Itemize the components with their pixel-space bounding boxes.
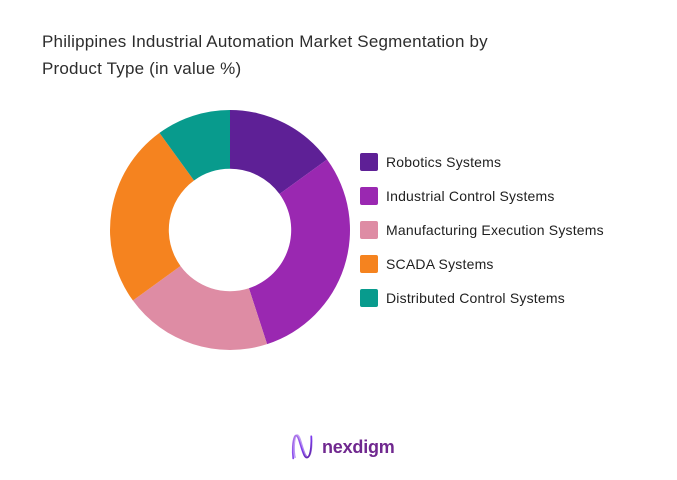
brand-wordmark: nexdigm: [322, 436, 395, 457]
donut-chart: [110, 110, 350, 351]
pie-segment-distributed-control-systems: [159, 110, 230, 181]
pie-segment-manufacturing-execution-systems: [132, 265, 268, 351]
legend: Robotics Systems Industrial Control Syste…: [360, 152, 604, 307]
legend-swatch: [360, 186, 378, 205]
legend-item: Distributed Control Systems: [360, 288, 604, 307]
legend-label: SCADA Systems: [386, 255, 494, 272]
chart-title: Philippines Industrial Automation Market…: [42, 28, 642, 82]
legend-item: Robotics Systems: [360, 152, 604, 171]
legend-label: Manufacturing Execution Systems: [386, 221, 604, 238]
legend-label: Industrial Control Systems: [386, 187, 555, 204]
pie-segment-robotics-systems: [230, 110, 328, 195]
legend-label: Robotics Systems: [386, 153, 502, 170]
pie-segment-scada-systems: [110, 132, 195, 301]
legend-swatch: [360, 220, 378, 239]
chart-title-line2: Product Type (in value %): [42, 59, 242, 78]
legend-swatch: [360, 254, 378, 273]
nexdigm-logo-icon: [291, 434, 313, 460]
pie-segment-industrial-control-systems: [248, 159, 350, 345]
legend-item: Industrial Control Systems: [360, 186, 604, 205]
chart-title-line1: Philippines Industrial Automation Market…: [42, 32, 488, 51]
legend-item: SCADA Systems: [360, 254, 604, 273]
nexdigm-logo: nexdigm: [290, 433, 395, 461]
legend-swatch: [360, 152, 378, 171]
legend-item: Manufacturing Execution Systems: [360, 220, 604, 239]
legend-swatch: [360, 288, 378, 307]
legend-label: Distributed Control Systems: [386, 289, 565, 306]
